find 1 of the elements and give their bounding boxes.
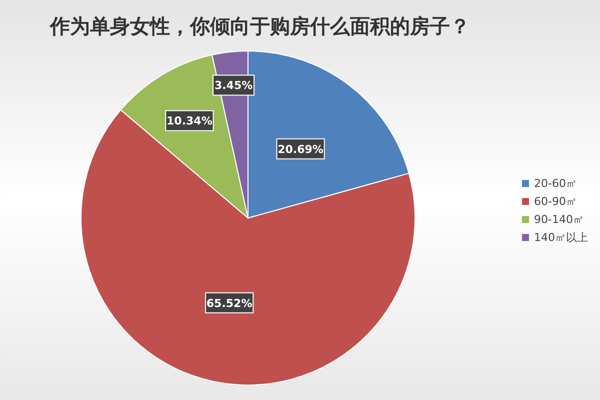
title: 作为单身女性，你倾向于购房什么面积的房子？ xyxy=(50,14,470,38)
